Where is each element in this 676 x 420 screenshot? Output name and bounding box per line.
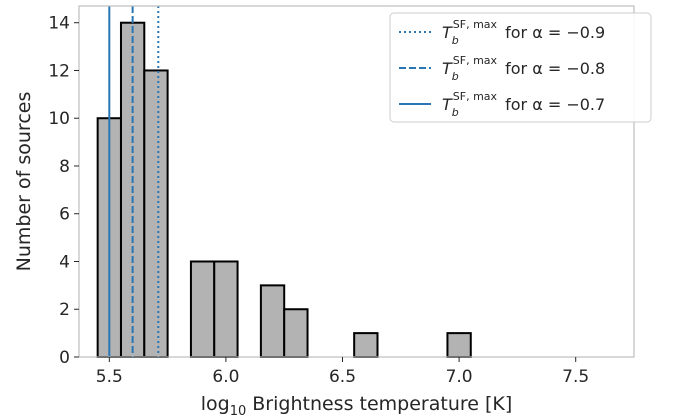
legend-label-T: T [442,23,453,42]
x-tick-label: 6.0 [212,367,239,387]
legend-label-T: T [442,95,453,114]
x-tick-label: 7.0 [446,367,473,387]
vertical-lines-group [108,6,160,357]
histogram-bar-15 [446,332,472,358]
legend-box [389,12,652,123]
plot-frame [78,5,635,358]
histogram-bar-2 [143,69,169,358]
x-axis-title-rest: Brightness temperature [K] [246,393,512,415]
legend-label-rest: for α = −0.7 [500,95,605,114]
legend-label-sub: b [452,70,459,83]
x-axis-title-subscript: 10 [230,404,247,419]
y-tick-label: 14 [48,14,70,34]
legend-label: Tb SF, max for α = −0.8 [442,54,605,83]
y-tick-label: 4 [59,252,70,272]
histogram-bar-8 [283,308,309,359]
histogram-bar-4 [189,260,216,359]
y-tick-label: 2 [59,300,70,320]
legend-label-sup: SF, max [453,18,498,31]
x-tick-label: 5.5 [96,367,123,387]
y-axis-title: Number of sources [13,92,35,272]
x-tick-label: 7.5 [562,367,589,387]
histogram-bar-7 [259,284,286,358]
legend-label-sup: SF, max [453,90,498,103]
legend-label-T: T [442,59,453,78]
y-tick-label: 12 [48,61,70,81]
legend-label-rest: for α = −0.9 [500,23,605,42]
y-axis-ticks: 0 2 4 6 8 10 12 14 [48,14,79,368]
y-tick-label: 10 [48,109,70,129]
y-tick-label: 0 [59,348,70,368]
y-tick-label: 8 [59,157,70,177]
legend-label-sub: b [452,106,459,119]
legend-label-sup: SF, max [453,54,498,67]
legend-label-rest: for α = −0.8 [500,59,605,78]
histogram-bar-11 [353,332,379,358]
legend: Tb SF, max for α = −0.9 Tb SF, max for α = … [389,12,652,123]
y-tick-label: 6 [59,205,70,225]
legend-label: Tb SF, max for α = −0.9 [442,18,605,47]
x-axis-title: log10 Brightness temperature [K] [201,393,513,419]
histogram-bar-5 [213,260,239,359]
x-tick-label: 6.5 [329,367,356,387]
x-axis-ticks: 5.5 6.0 6.5 7.0 7.5 [96,357,589,387]
legend-label: Tb SF, max for α = −0.7 [442,90,605,119]
x-axis-title-log: log [201,393,230,415]
legend-label-sub: b [452,34,459,47]
